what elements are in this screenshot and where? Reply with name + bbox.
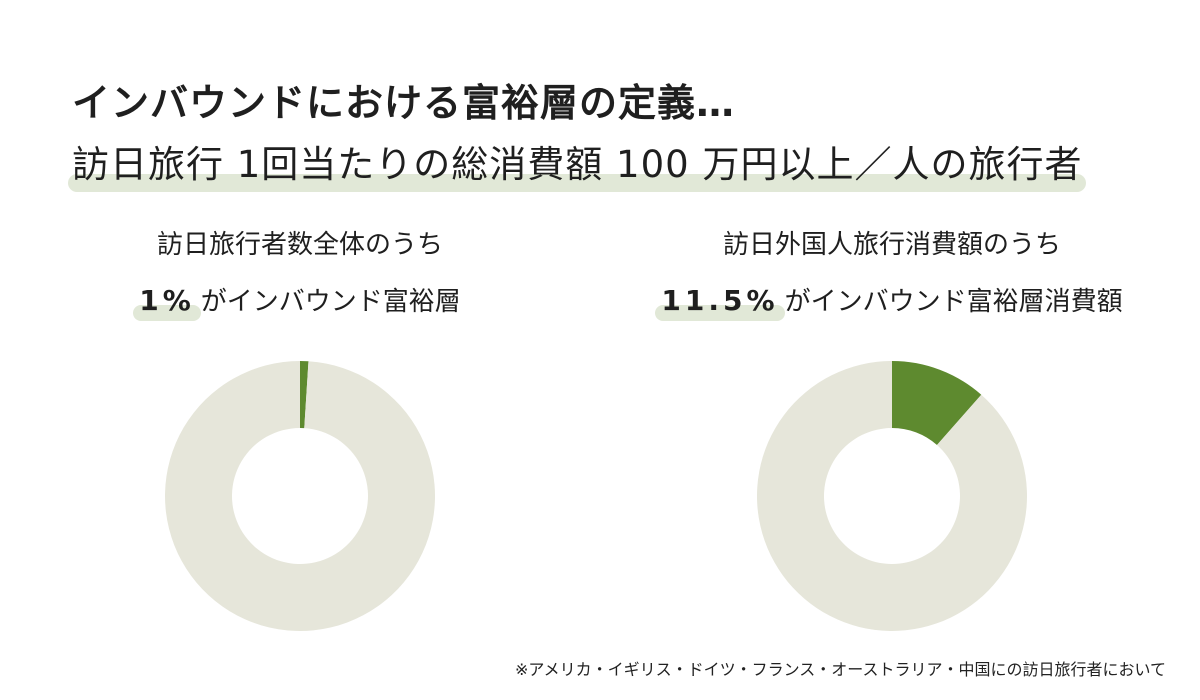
right-stat-label: がインバウンド富裕層消費額 [784, 287, 1123, 317]
right-stat-highlight [655, 305, 785, 321]
definition-highlight [68, 174, 1087, 192]
left-donut-slice-remainder [164, 361, 435, 631]
right-donut-slice-remainder [757, 361, 1027, 631]
footnote: ※アメリカ・イギリス・ドイツ・フランス・オーストラリア・中国にの訪日旅行者におい… [514, 660, 1166, 679]
left-stat-label: がインバウンド富裕層 [200, 287, 461, 317]
right-donut-chart [757, 361, 1027, 631]
left-donut-chart [164, 361, 435, 631]
left-panel: 訪日旅行者数全体のうち 1% がインバウンド富裕層 [20, 224, 580, 323]
definition-text: 訪日旅行 1回当たりの総消費額 100 万円以上／人の旅行者 [72, 143, 1083, 186]
left-chart-title: 訪日旅行者数全体のうち [156, 230, 443, 260]
page-heading: インバウンドにおける富裕層の定義… [72, 81, 736, 125]
left-stat-value: 1% [139, 284, 195, 317]
right-stat-wrap: 11.5% [655, 280, 785, 323]
left-stat-highlight [133, 305, 201, 321]
right-chart-title: 訪日外国人旅行消費額のうち [722, 230, 1061, 260]
left-donut-slice-highlight [300, 361, 309, 429]
definition-block: 訪日旅行 1回当たりの総消費額 100 万円以上／人の旅行者 [68, 134, 1087, 192]
right-stat-line: 11.5% がインバウンド富裕層消費額 [612, 280, 1172, 323]
right-stat-value: 11.5% [661, 284, 779, 317]
left-stat-line: 1% がインバウンド富裕層 [20, 280, 580, 323]
right-donut-slice-highlight [892, 361, 982, 445]
right-panel: 訪日外国人旅行消費額のうち 11.5% がインバウンド富裕層消費額 [612, 224, 1172, 323]
left-stat-wrap: 1% [133, 280, 201, 323]
